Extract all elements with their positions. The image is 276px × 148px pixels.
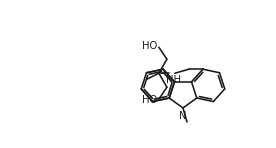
Text: HO: HO bbox=[142, 95, 158, 105]
Text: N: N bbox=[179, 111, 187, 121]
Text: HO: HO bbox=[142, 41, 158, 51]
Text: NH: NH bbox=[166, 75, 181, 85]
